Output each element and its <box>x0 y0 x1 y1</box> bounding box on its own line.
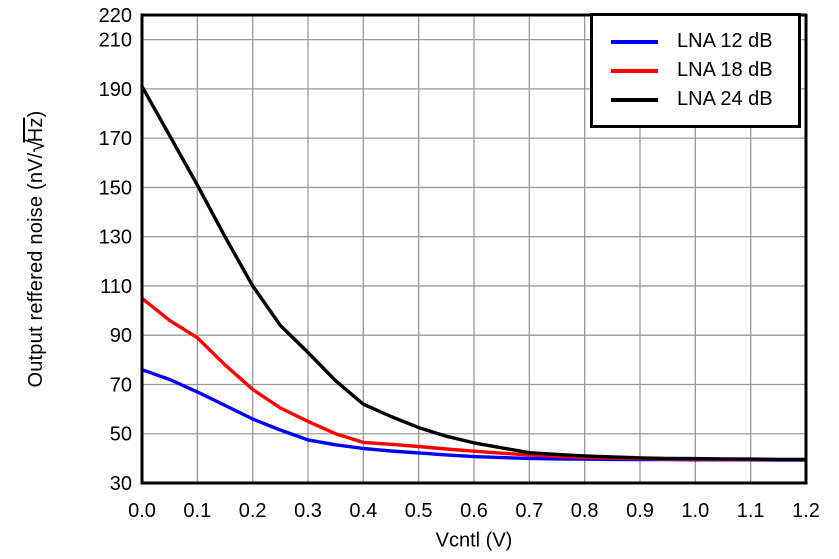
legend-line-sample-lna12 <box>611 39 658 44</box>
y-tick-label: 170 <box>99 128 132 150</box>
x-tick-label: 0.0 <box>128 500 156 522</box>
legend-entry: LNA 12 dB <box>611 27 798 56</box>
axes-border <box>140 13 808 485</box>
x-tick-label: 1.1 <box>737 500 765 522</box>
x-tick-label: 0.3 <box>294 500 322 522</box>
x-tick-label: 1.0 <box>681 500 709 522</box>
x-tick-label: 0.4 <box>349 500 377 522</box>
y-tick-label: 210 <box>99 30 132 52</box>
x-tick-label: 0.6 <box>460 500 488 522</box>
x-tick-label: 0.7 <box>515 500 543 522</box>
y-tick-label: 70 <box>110 374 132 396</box>
y-tick-label: 220 <box>99 5 132 27</box>
x-tick-label: 1.2 <box>792 500 820 522</box>
legend: LNA 12 dB LNA 18 dB LNA 24 dB <box>590 13 801 128</box>
legend-entry: LNA 18 dB <box>611 56 798 85</box>
x-axis-title: Vcntl (V) <box>435 529 513 552</box>
legend-line-sample-lna24 <box>611 97 658 102</box>
y-axis-title-close: ) <box>25 110 47 118</box>
y-tick-label: 30 <box>110 473 132 495</box>
legend-label: LNA 12 dB <box>677 30 773 52</box>
x-tick-label: 0.2 <box>239 500 267 522</box>
series-line-lna-24-db <box>140 85 806 462</box>
sqrt-argument: Hz <box>23 117 47 143</box>
y-tick-label: 190 <box>99 79 132 101</box>
legend-label: LNA 24 dB <box>677 88 773 110</box>
y-axis-title-text: Output reffered noise (nV/ <box>25 152 47 388</box>
legend-label: LNA 18 dB <box>677 59 773 81</box>
y-tick-label: 130 <box>99 227 132 249</box>
x-tick-label: 0.5 <box>405 500 433 522</box>
y-tick-label: 150 <box>99 177 132 199</box>
x-tick-label: 0.8 <box>571 500 599 522</box>
x-tick-label: 0.1 <box>183 500 211 522</box>
y-axis-title: Output reffered noise (nV/√Hz) <box>23 110 51 388</box>
legend-entry: LNA 24 dB <box>611 85 798 114</box>
legend-line-sample-lna18 <box>611 68 658 73</box>
x-tick-label: 0.9 <box>626 500 654 522</box>
sqrt-expression: √Hz <box>23 117 51 153</box>
y-tick-label: 110 <box>100 276 132 298</box>
y-tick-label: 90 <box>110 325 132 347</box>
y-tick-label: 50 <box>110 424 132 446</box>
